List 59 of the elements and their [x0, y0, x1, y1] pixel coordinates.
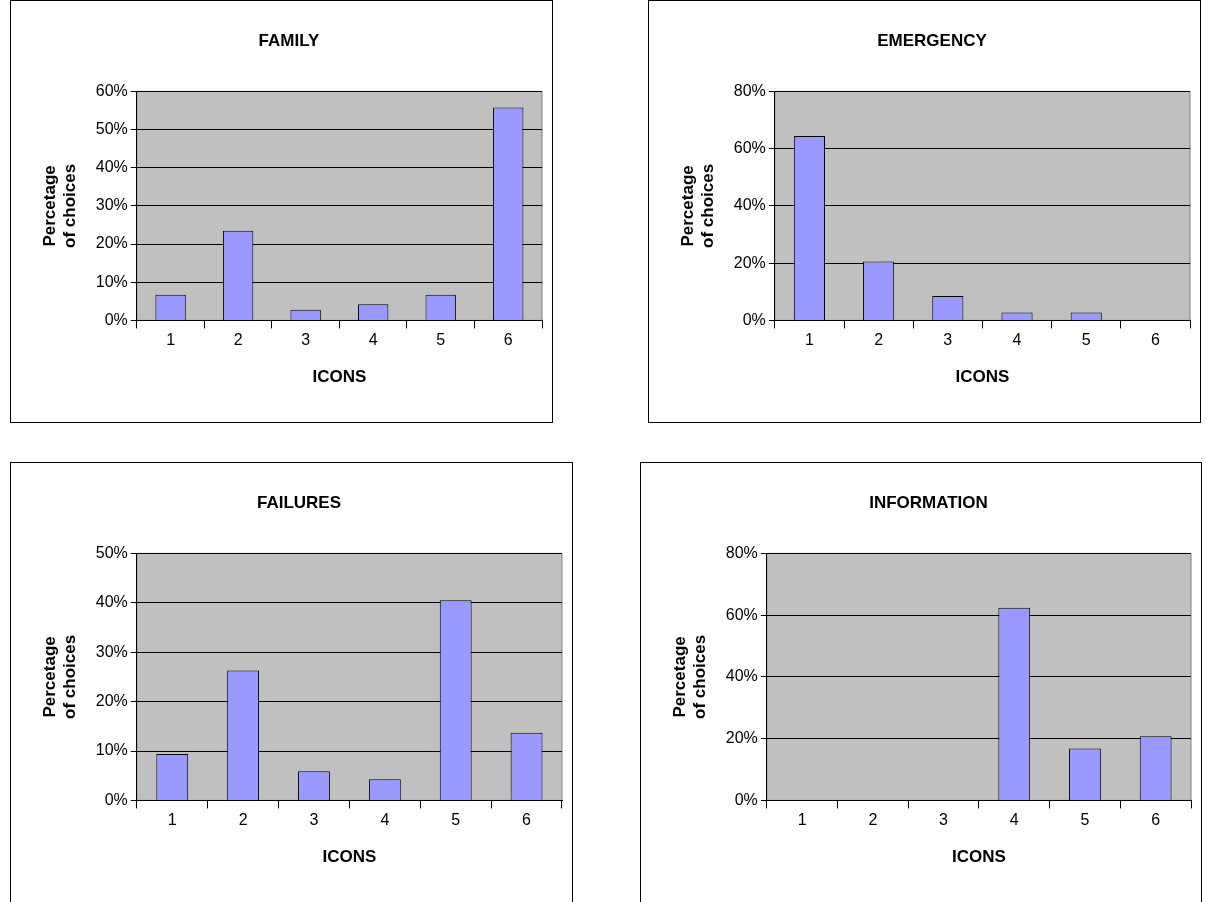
y-tick-label: 0%	[742, 310, 766, 328]
chart-title: FAILURES	[256, 492, 342, 512]
y-axis-title: Percetage of choices	[677, 163, 718, 248]
x-tick-label: 3	[309, 811, 319, 829]
y-tick-label: 60%	[725, 605, 758, 623]
y-tick-label: 30%	[95, 196, 128, 214]
x-tick-label: 3	[943, 331, 953, 349]
y-tick-label: 10%	[95, 741, 128, 759]
x-tick-label: 5	[451, 811, 461, 829]
x-axis-title: ICONS	[322, 847, 377, 867]
x-tick-label: 2	[868, 811, 878, 829]
x-tick-label: 4	[1012, 331, 1022, 349]
x-tick-label: 4	[1009, 811, 1019, 829]
y-tick-label: 20%	[725, 729, 758, 747]
y-tick-label: 40%	[733, 196, 766, 214]
x-tick-label: 1	[167, 811, 177, 829]
x-tick-label: 1	[804, 331, 814, 349]
y-tick-label: 40%	[95, 158, 128, 176]
x-tick-label: 4	[368, 331, 378, 349]
y-tick-label: 60%	[733, 139, 766, 157]
x-tick-label: 6	[503, 331, 513, 349]
x-tick-label: 1	[797, 811, 807, 829]
x-axis-title: ICONS	[951, 847, 1006, 867]
x-tick-label: 5	[1081, 331, 1091, 349]
x-tick-label: 2	[238, 811, 248, 829]
x-tick-label: 4	[380, 811, 390, 829]
y-tick-label: 30%	[95, 642, 128, 660]
y-tick-label: 20%	[95, 234, 128, 252]
y-axis-title: Percetage of choices	[669, 634, 710, 719]
y-axis-title: Percetage of choices	[39, 634, 80, 719]
chart-title: FAMILY	[258, 30, 321, 50]
x-tick-label: 3	[301, 331, 311, 349]
x-tick-label: 6	[1151, 811, 1161, 829]
y-tick-label: 0%	[104, 310, 128, 328]
x-tick-label: 6	[1150, 331, 1160, 349]
x-axis-title: ICONS	[955, 367, 1010, 387]
x-tick-label: 5	[436, 331, 446, 349]
y-tick-label: 60%	[95, 81, 128, 99]
y-tick-label: 50%	[95, 543, 128, 561]
y-tick-label: 50%	[95, 119, 128, 137]
y-tick-label: 80%	[725, 543, 758, 561]
x-tick-label: 5	[1080, 811, 1090, 829]
y-tick-label: 40%	[95, 593, 128, 611]
y-tick-label: 0%	[734, 790, 758, 808]
x-axis-title: ICONS	[312, 367, 367, 387]
y-tick-label: 80%	[733, 81, 766, 99]
y-tick-label: 10%	[95, 272, 128, 290]
y-tick-label: 0%	[104, 790, 128, 808]
y-tick-label: 40%	[725, 667, 758, 685]
y-tick-label: 20%	[95, 692, 128, 710]
x-tick-label: 6	[522, 811, 532, 829]
y-tick-label: 20%	[733, 253, 766, 271]
x-tick-label: 1	[166, 331, 176, 349]
y-axis-title: Percetage of choices	[39, 163, 80, 248]
chart-title: INFORMATION	[869, 492, 988, 512]
x-tick-label: 2	[233, 331, 243, 349]
x-tick-label: 2	[874, 331, 884, 349]
chart-title: EMERGENCY	[877, 30, 988, 50]
x-tick-label: 3	[939, 811, 949, 829]
